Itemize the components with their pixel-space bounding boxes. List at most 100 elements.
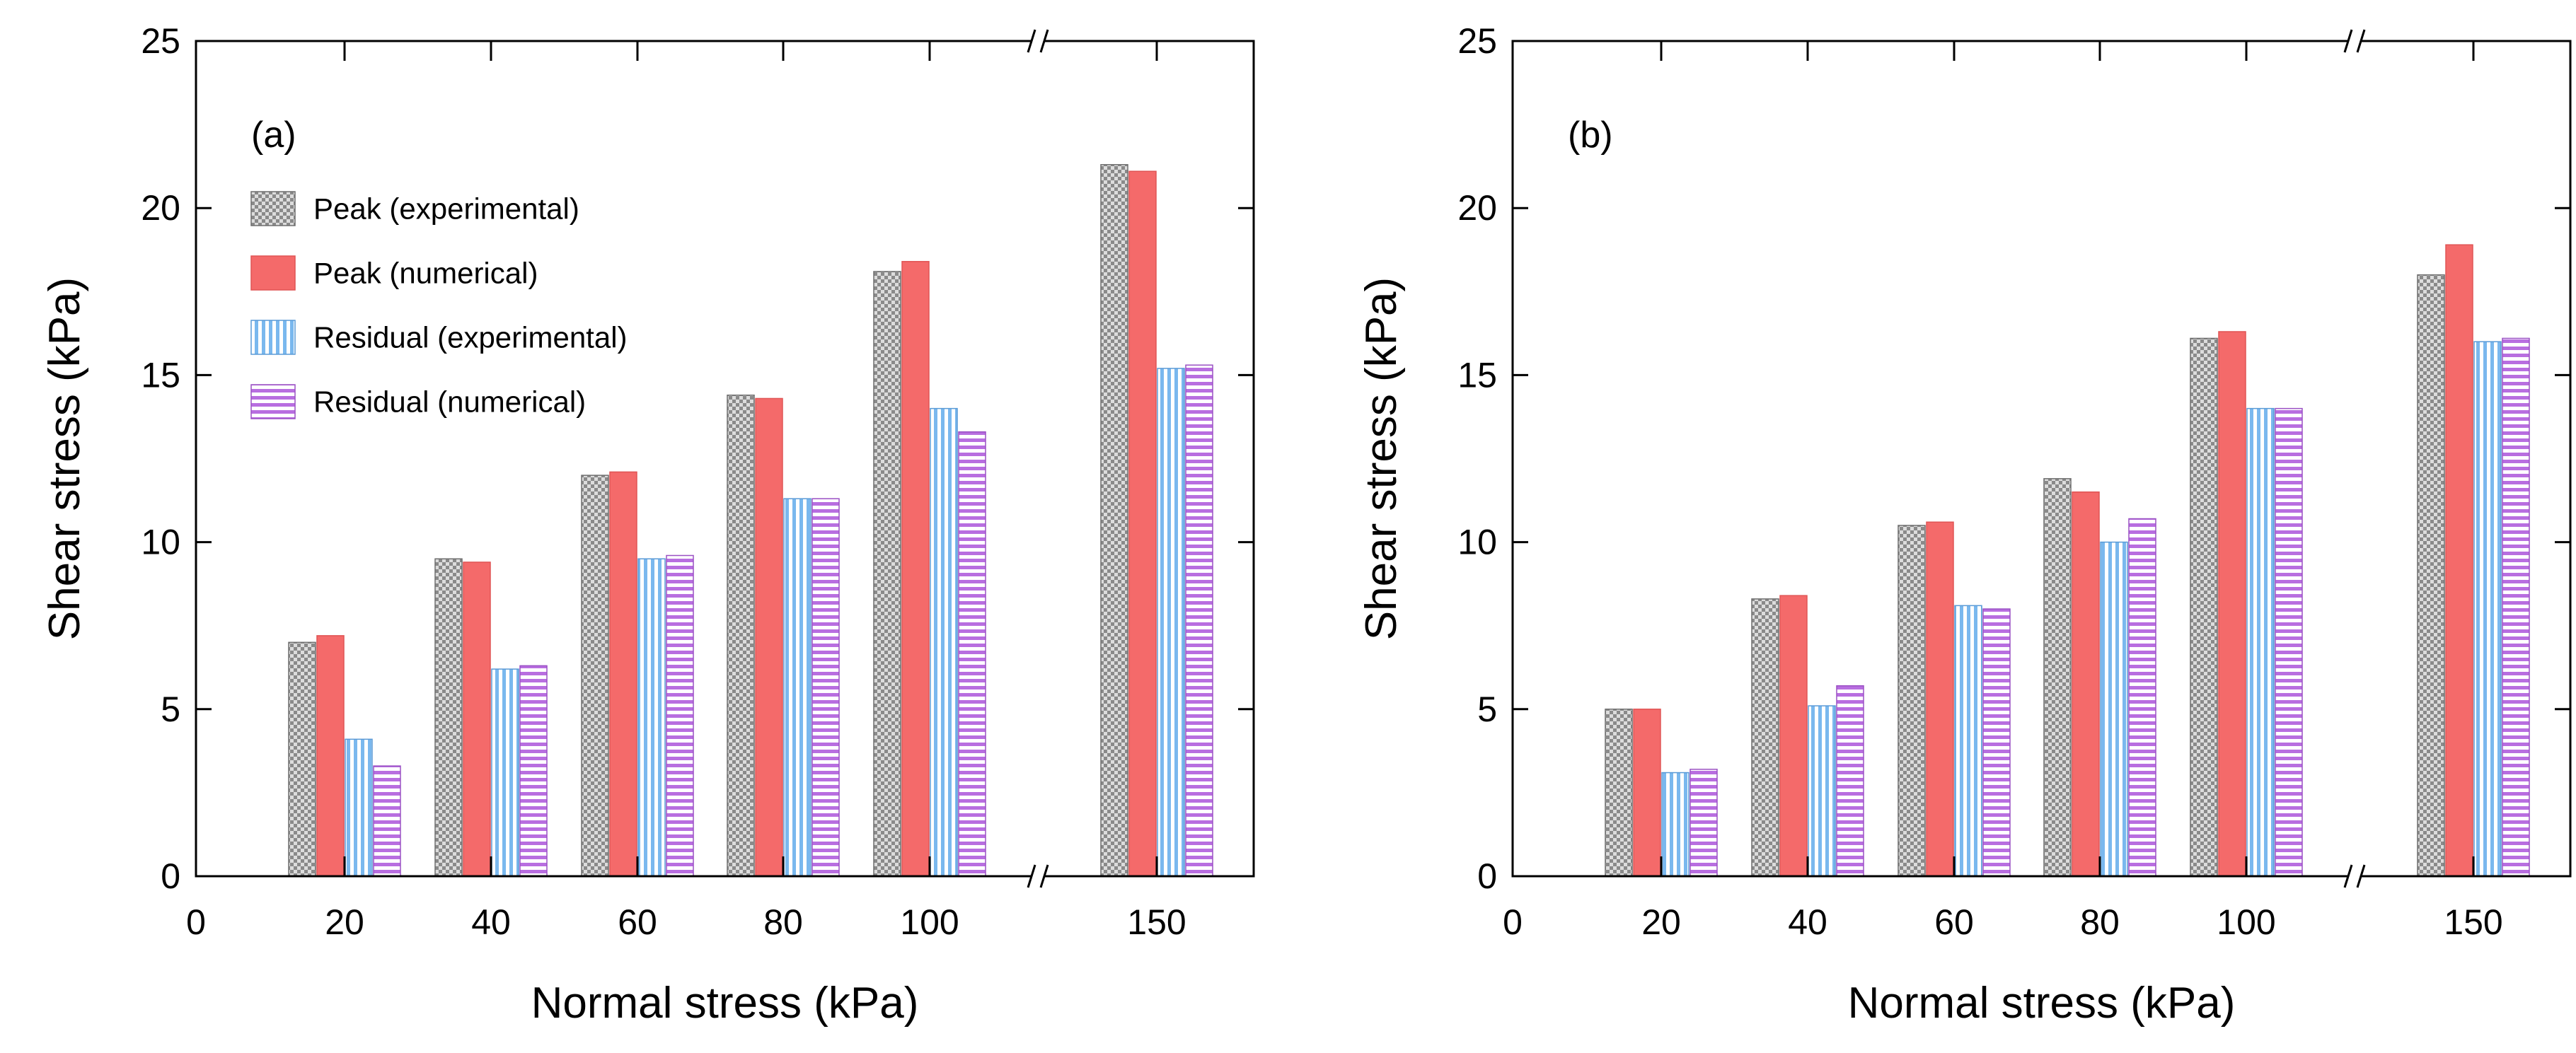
axis-break-gap-bottom bbox=[1032, 872, 1044, 880]
bar-peak-numerical-150 bbox=[2445, 244, 2473, 877]
bar-residual-numerical-100 bbox=[2275, 407, 2303, 877]
legend-swatch-residual-experimental bbox=[250, 320, 296, 355]
bar-residual-experimental-20 bbox=[345, 738, 373, 877]
panel-a: 0 5 10 15 20 25 0 20 40 60 80 100 150 Normal stress (… bbox=[40, 21, 1255, 1028]
x-tick-label-60: 60 bbox=[1934, 902, 1974, 942]
bar-residual-experimental-100 bbox=[930, 407, 958, 877]
bar-residual-experimental-60 bbox=[1954, 605, 1982, 877]
bar-peak-experimental-40 bbox=[434, 558, 463, 877]
bar-residual-experimental-40 bbox=[1808, 705, 1836, 877]
bar-peak-numerical-40 bbox=[1779, 595, 1808, 877]
x-tick-label-100: 100 bbox=[900, 902, 959, 942]
bar-residual-numerical-40 bbox=[519, 665, 548, 877]
bar-peak-experimental-60 bbox=[581, 475, 609, 877]
bar-residual-numerical-80 bbox=[2128, 518, 2156, 877]
plot-frame bbox=[195, 40, 1255, 878]
axis-break-mark-top-2 bbox=[2356, 29, 2366, 53]
bar-residual-experimental-60 bbox=[637, 558, 666, 877]
bar-peak-numerical-60 bbox=[609, 471, 637, 877]
bar-residual-numerical-40 bbox=[1836, 685, 1864, 877]
legend-label-residual-experimental: Residual (experimental) bbox=[313, 321, 628, 354]
bar-peak-numerical-40 bbox=[463, 562, 491, 877]
bar-residual-experimental-20 bbox=[1661, 772, 1690, 877]
x-tick-label-0: 0 bbox=[186, 902, 206, 942]
y-tick-label-5: 5 bbox=[1477, 690, 1497, 729]
legend-label-residual-numerical: Residual (numerical) bbox=[313, 385, 586, 419]
y-tick-label-0: 0 bbox=[1477, 856, 1497, 896]
bar-residual-numerical-100 bbox=[958, 431, 986, 877]
bar-residual-experimental-40 bbox=[491, 668, 519, 877]
bar-peak-numerical-100 bbox=[901, 261, 930, 877]
y-tick-label-0: 0 bbox=[161, 856, 180, 896]
x-tick-label-80: 80 bbox=[763, 902, 803, 942]
bar-peak-numerical-20 bbox=[1633, 709, 1661, 877]
legend-swatch-peak-experimental bbox=[250, 191, 296, 226]
legend-swatch-residual-numerical bbox=[250, 384, 296, 419]
panel-label: (a) bbox=[251, 115, 296, 156]
x-tick-label-20: 20 bbox=[1641, 902, 1681, 942]
y-tick-label-15: 15 bbox=[141, 355, 180, 395]
bar-peak-experimental-100 bbox=[873, 271, 901, 877]
axis-break-mark-top-2 bbox=[1039, 29, 1049, 53]
axis-break-gap-top bbox=[1032, 37, 1044, 45]
y-axis-title: Shear stress (kPa) bbox=[40, 277, 89, 640]
axis-break-mark-top-1 bbox=[2343, 29, 2353, 53]
panel-label: (b) bbox=[1568, 115, 1613, 156]
bar-residual-experimental-150 bbox=[2473, 341, 2502, 877]
y-tick-label-10: 10 bbox=[1457, 523, 1497, 562]
x-tick-label-20: 20 bbox=[325, 902, 364, 942]
bar-residual-numerical-150 bbox=[1185, 364, 1213, 877]
bar-peak-numerical-80 bbox=[2072, 491, 2100, 877]
axis-break-mark-bottom-2 bbox=[1039, 864, 1049, 888]
bar-residual-experimental-80 bbox=[2100, 541, 2128, 877]
legend-swatch-peak-numerical bbox=[250, 255, 296, 291]
bar-residual-experimental-80 bbox=[783, 498, 812, 877]
axis-break-gap-top bbox=[2348, 37, 2361, 45]
bar-peak-numerical-20 bbox=[316, 635, 345, 877]
y-tick-label-10: 10 bbox=[141, 523, 180, 562]
bar-residual-numerical-20 bbox=[1690, 769, 1718, 877]
x-axis-title: Normal stress (kPa) bbox=[1848, 979, 2236, 1028]
bar-residual-experimental-100 bbox=[2246, 407, 2275, 877]
y-tick-label-20: 20 bbox=[1457, 188, 1497, 228]
bar-peak-experimental-60 bbox=[1898, 525, 1926, 877]
x-tick-label-100: 100 bbox=[2217, 902, 2275, 942]
bar-peak-experimental-80 bbox=[2043, 478, 2072, 877]
legend-label-peak-numerical: Peak (numerical) bbox=[313, 257, 538, 290]
x-tick-label-40: 40 bbox=[471, 902, 511, 942]
bar-peak-experimental-40 bbox=[1751, 598, 1779, 877]
bar-residual-experimental-150 bbox=[1157, 368, 1185, 877]
bar-peak-numerical-80 bbox=[755, 397, 783, 877]
bar-peak-experimental-150 bbox=[1100, 164, 1128, 877]
y-tick-label-20: 20 bbox=[141, 188, 180, 228]
bar-peak-experimental-20 bbox=[288, 641, 316, 877]
x-tick-label-80: 80 bbox=[2080, 902, 2120, 942]
bar-residual-numerical-80 bbox=[812, 498, 840, 877]
bar-peak-experimental-100 bbox=[2190, 337, 2218, 877]
x-tick-label-0: 0 bbox=[1503, 902, 1523, 942]
axis-break-mark-bottom-1 bbox=[1027, 864, 1036, 888]
y-tick-label-15: 15 bbox=[1457, 355, 1497, 395]
axis-break-gap-bottom bbox=[2348, 872, 2361, 880]
bar-peak-numerical-150 bbox=[1128, 170, 1157, 877]
bar-peak-numerical-100 bbox=[2218, 331, 2246, 877]
bar-residual-numerical-20 bbox=[373, 765, 401, 877]
y-tick-label-5: 5 bbox=[161, 690, 180, 729]
axis-break-mark-top-1 bbox=[1027, 29, 1036, 53]
plot-frame bbox=[1511, 40, 2572, 878]
bar-peak-experimental-80 bbox=[727, 394, 755, 877]
bar-peak-numerical-60 bbox=[1926, 521, 1954, 877]
bar-peak-experimental-20 bbox=[1605, 709, 1633, 877]
x-tick-label-150: 150 bbox=[2444, 902, 2502, 942]
bar-residual-numerical-150 bbox=[2502, 337, 2530, 877]
bar-peak-experimental-150 bbox=[2417, 274, 2445, 877]
y-tick-label-25: 25 bbox=[141, 21, 180, 61]
axis-break-mark-bottom-2 bbox=[2356, 864, 2366, 888]
y-axis-title: Shear stress (kPa) bbox=[1357, 277, 1406, 640]
bar-residual-numerical-60 bbox=[666, 554, 694, 877]
axis-break-mark-bottom-1 bbox=[2343, 864, 2353, 888]
panel-b: 0 5 10 15 20 25 0 20 40 60 80 100 150 Normal stress (… bbox=[1357, 21, 2572, 1028]
bar-residual-numerical-60 bbox=[1982, 608, 2011, 877]
